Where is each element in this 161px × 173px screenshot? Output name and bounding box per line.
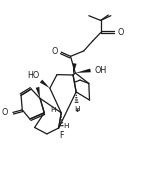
Polygon shape <box>73 63 77 75</box>
Text: F: F <box>59 131 64 140</box>
Text: HO: HO <box>28 71 40 80</box>
Text: O: O <box>118 28 124 37</box>
Text: OH: OH <box>94 66 106 75</box>
Text: O: O <box>52 47 58 56</box>
Text: H: H <box>63 123 69 129</box>
Text: O: O <box>2 108 8 117</box>
Polygon shape <box>36 87 40 98</box>
Polygon shape <box>75 69 91 73</box>
Text: H: H <box>50 107 55 113</box>
Text: H: H <box>74 107 79 112</box>
Polygon shape <box>40 80 50 88</box>
